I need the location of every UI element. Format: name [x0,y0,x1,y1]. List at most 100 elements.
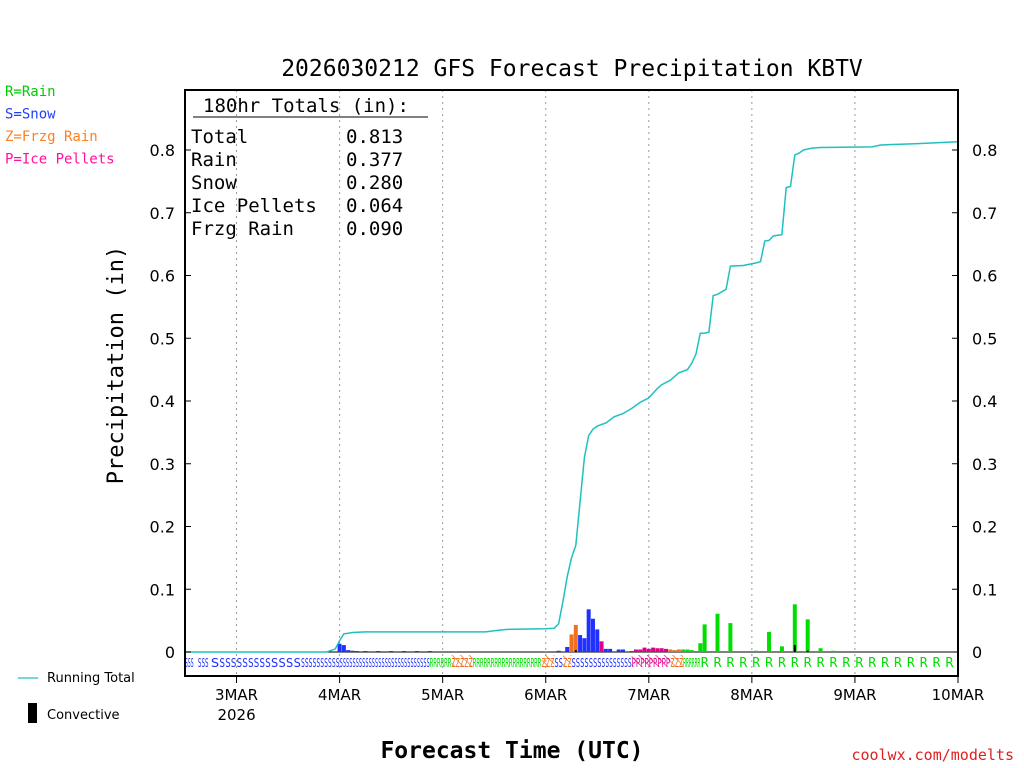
bar-snow-24 [578,635,583,652]
strip-hatch-12 [562,655,572,667]
y-axis-left: 0 0.1 0.2 0.3 0.4 0.5 0.6 0.7 0.8 [150,141,191,662]
ytick-left-label-1: 0.1 [150,580,175,599]
xtick-label-0: 3MAR [215,686,258,704]
bar-snow-5 [363,651,368,652]
ytick-right-label-7: 0.7 [972,204,997,223]
strip-segment-snow-5: SSSSSSSSSS [301,656,340,670]
type-legend-item-1: S=Snow [5,107,56,123]
ytick-right-label-6: 0.6 [972,267,997,286]
ytick-left-label-3: 0.3 [150,455,175,474]
type-legend-item-0: R=Rain [5,84,56,100]
totals-value-2: 0.280 [346,172,403,194]
strip-rain-letter-0: R [701,656,709,671]
bar-rain-49 [698,643,703,652]
strip-rain-letter-18: R [933,656,941,671]
strip-rain-letter-1: R [714,656,722,671]
strip-segment-frzg-16: ZZZ [670,656,683,670]
bar-snow-30 [603,648,608,652]
bar-frzg-43 [668,649,673,652]
ytick-left-label-5: 0.5 [150,329,175,348]
bar-snow-7 [389,651,394,652]
y-axis-label: Precipitation (in) [104,246,129,484]
precip-type-legend: R=Rain S=Snow Z=Frzg Rain P=Ice Pellets [5,84,115,168]
strip-rain-letter-6: R [778,656,786,671]
bar-frzg-44 [672,650,677,652]
ytick-right-label-4: 0.4 [972,392,997,411]
xtick-label-7: 10MAR [932,686,985,704]
totals-label-3: Ice Pellets [191,195,317,217]
bar-rain-11 [440,651,445,652]
xtick-sublabel-0: 2026 [217,706,255,724]
bar-rain-50 [702,624,707,652]
strip-segment-snow-1: SSS [198,656,209,670]
bar-snow-2 [346,650,351,652]
bar-rain-16 [505,651,510,652]
running-total-line [185,141,959,653]
bar-rain-51 [715,613,720,652]
ytick-left-label-4: 0.4 [150,392,175,411]
ytick-right-label-8: 0.8 [972,141,997,160]
bar-snow-1 [341,645,346,652]
bar-pellets-41 [659,648,664,652]
ytick-right-label-3: 0.3 [972,455,997,474]
ytick-left-label-7: 0.7 [150,204,175,223]
strip-rain-letter-19: R [945,656,953,671]
strip-segment-rain-7: RRRRRR [430,656,452,670]
strip-rain-letter-15: R [894,656,902,671]
strip-segment-snow-11: SS [554,656,563,670]
strip-segment-frzg-12: ZZ [563,656,572,670]
strip-rain-letter-3: R [739,656,747,671]
type-legend-item-2: Z=Frzg Rain [5,129,98,145]
strip-segment-snow-0: SSS [185,656,194,670]
watermark: coolwx.com/modelts [851,746,1014,764]
strip-hatch-8 [451,655,473,667]
bar-pellets-34 [629,651,634,652]
strip-segment-rain-17: RRRRRR [683,656,701,670]
strip-segment-snow-2: S [211,656,220,670]
bar-frzg-45 [676,649,681,652]
type-legend-item-3: P=Ice Pellets [5,152,115,168]
ytick-left-label-6: 0.6 [150,267,175,286]
bar-snow-25 [582,638,587,652]
bar-frzg-22 [569,634,574,652]
running-total-legend-label: Running Total [47,671,135,686]
bar-rain-56 [792,604,797,652]
bar-snow-31 [608,648,613,652]
xtick-label-6: 9MAR [833,686,876,704]
strip-segment-snow-13: SSSSSSS [572,656,602,670]
xtick-label-1: 4MAR [318,686,361,704]
convective-bar-1 [793,645,796,652]
strip-hatch-15 [631,655,671,667]
bar-pellets-39 [651,647,656,652]
strip-segment-snow-3: SSSSSSSSS [219,656,271,670]
convective-bar-2 [806,650,809,652]
strip-rain-letter-16: R [907,656,915,671]
x-axis-label: Forecast Time (UTC) [380,738,643,764]
ytick-left-label-2: 0.2 [150,518,175,537]
bar-pellets-29 [599,641,604,652]
bar-snow-20 [556,650,561,652]
bar-rain-18 [530,651,535,652]
bar-snow-33 [621,649,626,652]
bar-pellets-38 [646,648,651,652]
strip-hatch-10 [541,655,555,667]
bar-snow-32 [616,649,621,652]
bar-frzg-19 [543,651,548,652]
bar-rain-53 [754,650,759,652]
xtick-label-4: 7MAR [627,686,670,704]
bar-rain-54 [767,631,772,652]
convective-bars [574,645,809,652]
strip-rain-letter-5: R [765,656,773,671]
strip-rain-letter-14: R [881,656,889,671]
bar-snow-4 [354,651,359,652]
xtick-label-5: 8MAR [730,686,773,704]
bar-rain-14 [479,651,484,652]
bar-rain-58 [818,648,823,652]
convective-legend-label: Convective [47,708,120,723]
precip-type-strip: SSS SSS S SSSSSSSSS SSSS SSSSSSSSSS SSSSSSSSSS… [185,655,953,671]
strip-rain-letter-13: R [868,656,876,671]
totals-value-3: 0.064 [346,195,403,217]
totals-label-4: Frzg Rain [191,218,294,240]
ytick-right-label-2: 0.2 [972,518,997,537]
